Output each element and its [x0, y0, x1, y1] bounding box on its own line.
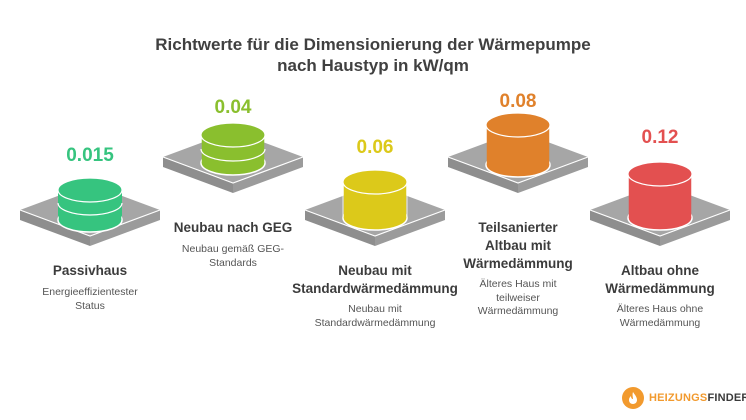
value-label: 0.015 — [66, 145, 114, 166]
chart-title: Richtwerte für die Dimensionierung der W… — [0, 34, 746, 76]
value-label: 0.04 — [214, 97, 252, 118]
item-description: Neubau mit Standardwärmedämmung — [314, 303, 436, 329]
platform-cylinder-icon — [19, 177, 161, 246]
item-title: Altbau ohne Wärmedämmung — [605, 263, 715, 296]
logo-text: HEIZUNGSFINDER — [649, 392, 746, 404]
item-title: Passivhaus — [52, 263, 128, 278]
cylinder — [485, 112, 551, 178]
platform-cylinder-icon — [304, 169, 446, 246]
item-title: Teilsanierter Altbau mit Wärmedämmung — [463, 220, 573, 271]
cylinder — [57, 177, 123, 233]
platform-cylinder-icon — [447, 112, 589, 193]
item-title: Neubau nach GEG — [173, 220, 293, 235]
item-description: Älteres Haus mit teilweiser Wärmedämmung — [477, 278, 559, 317]
heizungsfinder-logo: HEIZUNGSFINDER — [622, 387, 746, 409]
item-description: Neubau gemäß GEG- Standards — [181, 243, 285, 269]
platform-cylinder-icon — [162, 122, 304, 193]
item-description: Älteres Haus ohne Wärmedämmung — [616, 303, 704, 329]
chart-title-line-1: Richtwerte für die Dimensionierung der W… — [155, 35, 591, 54]
value-label: 0.06 — [356, 137, 394, 158]
item-title: Neubau mit Standardwärmedämmung — [292, 263, 458, 296]
flame-icon — [622, 387, 644, 409]
cylinder — [627, 161, 693, 231]
platform-cylinder-icon — [589, 161, 731, 246]
chart-title-line-2: nach Haustyp in kW/qm — [277, 56, 469, 75]
item-description: Energieeffizientester Status — [42, 286, 138, 312]
value-label: 0.12 — [641, 127, 679, 148]
cylinder — [200, 122, 266, 176]
value-label: 0.08 — [499, 91, 537, 112]
cylinder — [342, 169, 408, 231]
